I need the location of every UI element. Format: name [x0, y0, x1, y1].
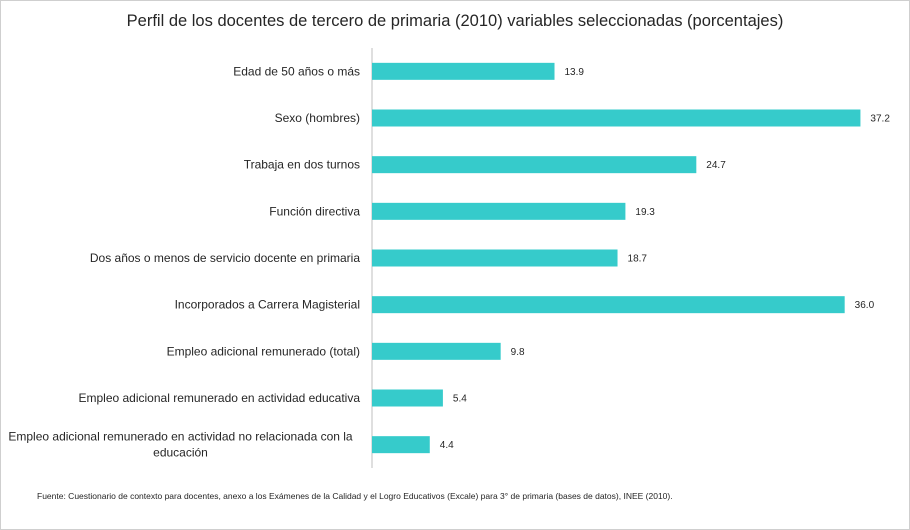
data-label: 4.4 [440, 440, 454, 451]
chart-title: Perfil de los docentes de tercero de pri… [126, 12, 784, 30]
category-tick-label: Empleo adicional remunerado en actividad… [8, 430, 353, 460]
data-label: 13.9 [565, 67, 585, 78]
category-tick-label: Sexo (hombres) [275, 111, 360, 125]
source-note: Fuente: Cuestionario de contexto para do… [37, 491, 673, 501]
category-tick-label: Incorporados a Carrera Magisterial [175, 298, 360, 312]
data-label: 5.4 [453, 394, 467, 405]
bar [372, 389, 443, 407]
bar [372, 62, 555, 80]
bar [372, 202, 626, 220]
category-tick-label: Empleo adicional remunerado (total) [167, 344, 360, 358]
data-label: 37.2 [870, 114, 890, 125]
bar [372, 342, 501, 360]
data-label: 9.8 [511, 347, 525, 358]
category-tick-label: Edad de 50 años o más [233, 64, 360, 78]
category-tick-label: Función directiva [269, 204, 360, 218]
data-label: 36.0 [855, 300, 875, 311]
bar [372, 296, 845, 314]
bar [372, 109, 861, 127]
bar [372, 436, 430, 454]
bar [372, 156, 697, 174]
category-tick-label: Empleo adicional remunerado en actividad… [78, 391, 360, 405]
data-label: 18.7 [628, 254, 648, 265]
data-label: 24.7 [706, 160, 726, 171]
data-label: 19.3 [635, 207, 655, 218]
bar [372, 249, 618, 267]
category-tick-label: Trabaja en dos turnos [244, 158, 360, 172]
category-tick-label: Dos años o menos de servicio docente en … [90, 251, 360, 265]
